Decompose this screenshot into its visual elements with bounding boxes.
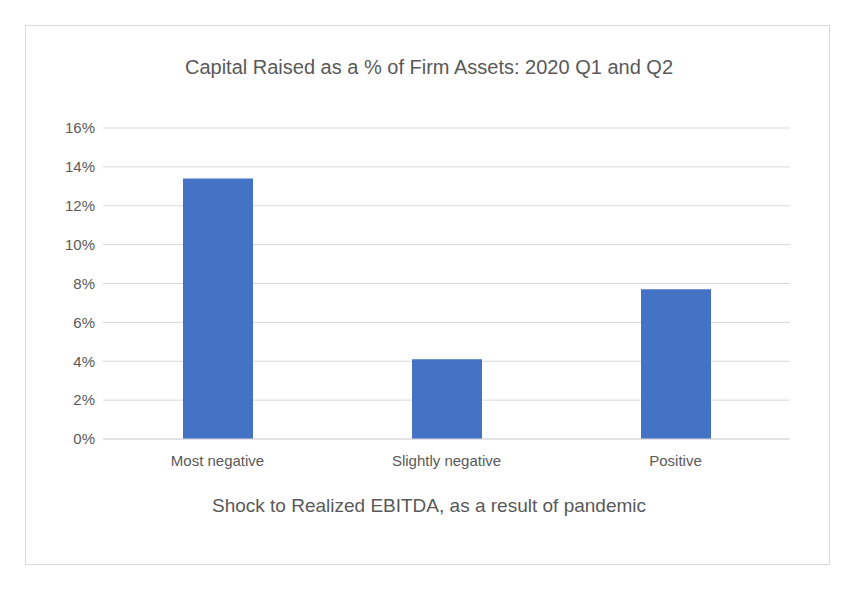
svg-text:8%: 8% [73, 275, 95, 292]
svg-text:16%: 16% [65, 119, 95, 136]
svg-text:0%: 0% [73, 430, 95, 447]
svg-text:12%: 12% [65, 197, 95, 214]
svg-text:Slightly negative: Slightly negative [392, 452, 501, 469]
svg-text:10%: 10% [65, 236, 95, 253]
svg-text:Positive: Positive [649, 452, 702, 469]
svg-text:6%: 6% [73, 314, 95, 331]
svg-text:2%: 2% [73, 391, 95, 408]
html-text:Capital Raised as a % of Firm: Capital Raised as a % of Firm Assets: 20… [185, 56, 673, 78]
svg-text:14%: 14% [65, 158, 95, 175]
html-text:Shock to Realized EBITDA, as a: Shock to Realized EBITDA, as a result of… [212, 495, 646, 516]
svg-text:Most negative: Most negative [171, 452, 264, 469]
svg-text:4%: 4% [73, 353, 95, 370]
